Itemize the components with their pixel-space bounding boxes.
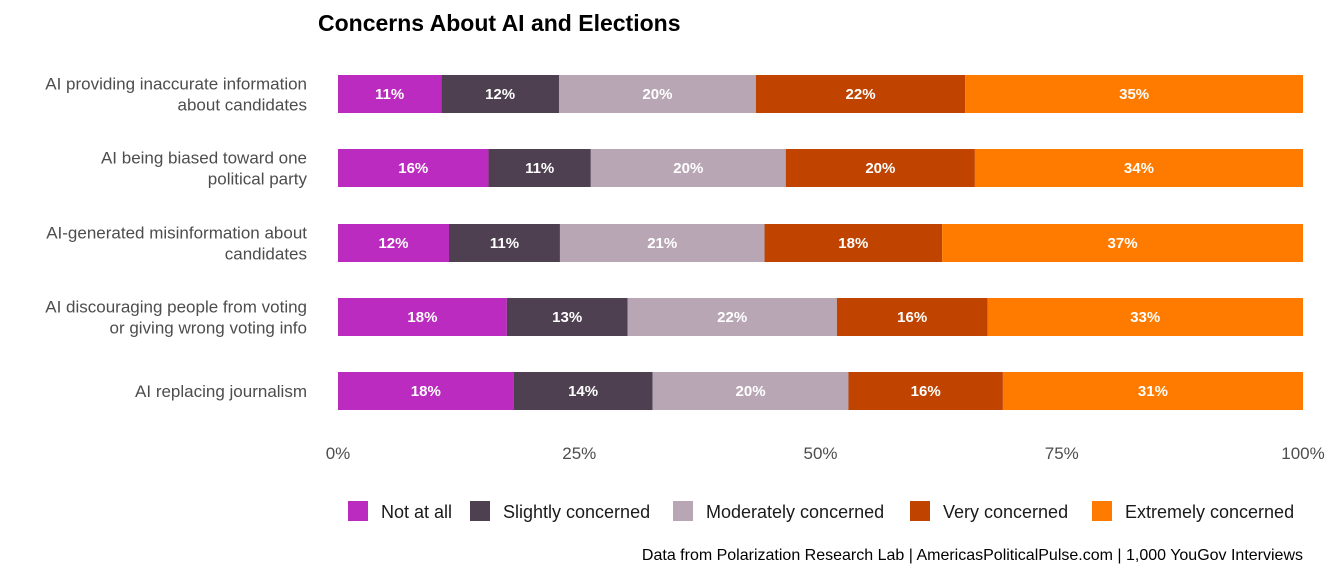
data-label: 20% — [673, 160, 703, 177]
data-label: 11% — [375, 86, 404, 103]
legend-swatch — [470, 501, 490, 521]
y-axis-label: candidates — [225, 245, 307, 264]
data-label: 14% — [568, 383, 598, 400]
chart-title: Concerns About AI and Elections — [318, 10, 681, 36]
bar-segment — [785, 149, 975, 187]
data-label: 12% — [378, 235, 408, 252]
bar-segment — [488, 149, 591, 187]
bar-segment — [513, 372, 653, 410]
bar-segment — [590, 149, 786, 187]
legend-label: Moderately concerned — [706, 502, 884, 522]
legend-swatch — [348, 501, 368, 521]
x-tick-label: 0% — [326, 444, 351, 463]
legend-item: Extremely concerned — [1092, 501, 1294, 522]
bar-segment — [764, 224, 943, 262]
data-label: 21% — [647, 235, 677, 252]
data-label: 16% — [897, 309, 927, 326]
legend-label: Not at all — [381, 502, 452, 522]
legend-label: Slightly concerned — [503, 502, 650, 522]
legend-label: Extremely concerned — [1125, 502, 1294, 522]
legend-label: Very concerned — [943, 502, 1068, 522]
bar-segment — [965, 75, 1303, 113]
bar-segment — [559, 224, 765, 262]
bar-segment — [652, 372, 849, 410]
data-label: 11% — [525, 160, 554, 177]
legend-swatch — [1092, 501, 1112, 521]
bar-segment — [441, 75, 559, 113]
bar-segment — [338, 224, 449, 262]
bar-row: AI providing inaccurate information about… — [45, 75, 1303, 115]
data-label: 20% — [865, 160, 895, 177]
data-label: 16% — [398, 160, 428, 177]
bar-segment — [942, 224, 1303, 262]
data-label: 18% — [411, 383, 441, 400]
bar-segment — [558, 75, 756, 113]
y-axis-label: AI-generated misinformation about — [46, 224, 307, 243]
data-label: 11% — [490, 235, 519, 252]
bar-segment — [338, 149, 489, 187]
y-axis-label: about candidates — [178, 96, 308, 115]
data-label: 20% — [642, 86, 672, 103]
bar-segment — [987, 298, 1303, 336]
bar-row: AI discouraging people from voting or giv… — [45, 298, 1303, 338]
legend-item: Slightly concerned — [470, 501, 650, 522]
bar-segment — [338, 372, 514, 410]
data-label: 16% — [911, 383, 941, 400]
legend-item: Not at all — [348, 501, 452, 522]
x-tick-label: 25% — [562, 444, 596, 463]
data-label: 33% — [1130, 309, 1160, 326]
bar-segment — [338, 75, 442, 113]
data-label: 13% — [552, 309, 582, 326]
x-tick-label: 50% — [803, 444, 837, 463]
data-label: 12% — [485, 86, 515, 103]
bar-segment — [338, 298, 507, 336]
data-label: 31% — [1138, 383, 1168, 400]
chart-caption: Data from Polarization Research Lab | Am… — [642, 547, 1303, 564]
bar-segment — [755, 75, 966, 113]
bar-segment — [848, 372, 1003, 410]
data-label: 37% — [1108, 235, 1138, 252]
y-axis-label: political party — [208, 170, 308, 189]
x-tick-label: 75% — [1045, 444, 1079, 463]
x-tick-label: 100% — [1281, 444, 1324, 463]
y-axis-label: AI discouraging people from voting — [45, 298, 307, 317]
data-label: 18% — [838, 235, 868, 252]
bar-segment — [1002, 372, 1303, 410]
legend-swatch — [673, 501, 693, 521]
bar-segment — [506, 298, 628, 336]
bar-row: AI replacing journalism 18% 14% 20% 16% 31% — [135, 372, 1303, 410]
bar-row: AI-generated misinformation about candida… — [46, 224, 1303, 264]
bar-segment — [974, 149, 1303, 187]
y-axis-label: or giving wrong voting info — [109, 319, 307, 338]
bar-segment — [448, 224, 560, 262]
y-axis-label: AI replacing journalism — [135, 382, 307, 401]
data-label: 20% — [736, 383, 766, 400]
data-label: 35% — [1119, 86, 1149, 103]
legend-item: Moderately concerned — [673, 501, 884, 522]
bar-row: AI being biased toward one political part… — [101, 149, 1303, 189]
bar-segment — [836, 298, 988, 336]
data-label: 34% — [1124, 160, 1154, 177]
y-axis-label: AI providing inaccurate information — [45, 75, 307, 94]
legend-item: Very concerned — [910, 501, 1068, 522]
legend-swatch — [910, 501, 930, 521]
data-label: 22% — [846, 86, 876, 103]
data-label: 22% — [717, 309, 747, 326]
bar-segment — [627, 298, 837, 336]
y-axis-label: AI being biased toward one — [101, 149, 307, 168]
data-label: 18% — [407, 309, 437, 326]
